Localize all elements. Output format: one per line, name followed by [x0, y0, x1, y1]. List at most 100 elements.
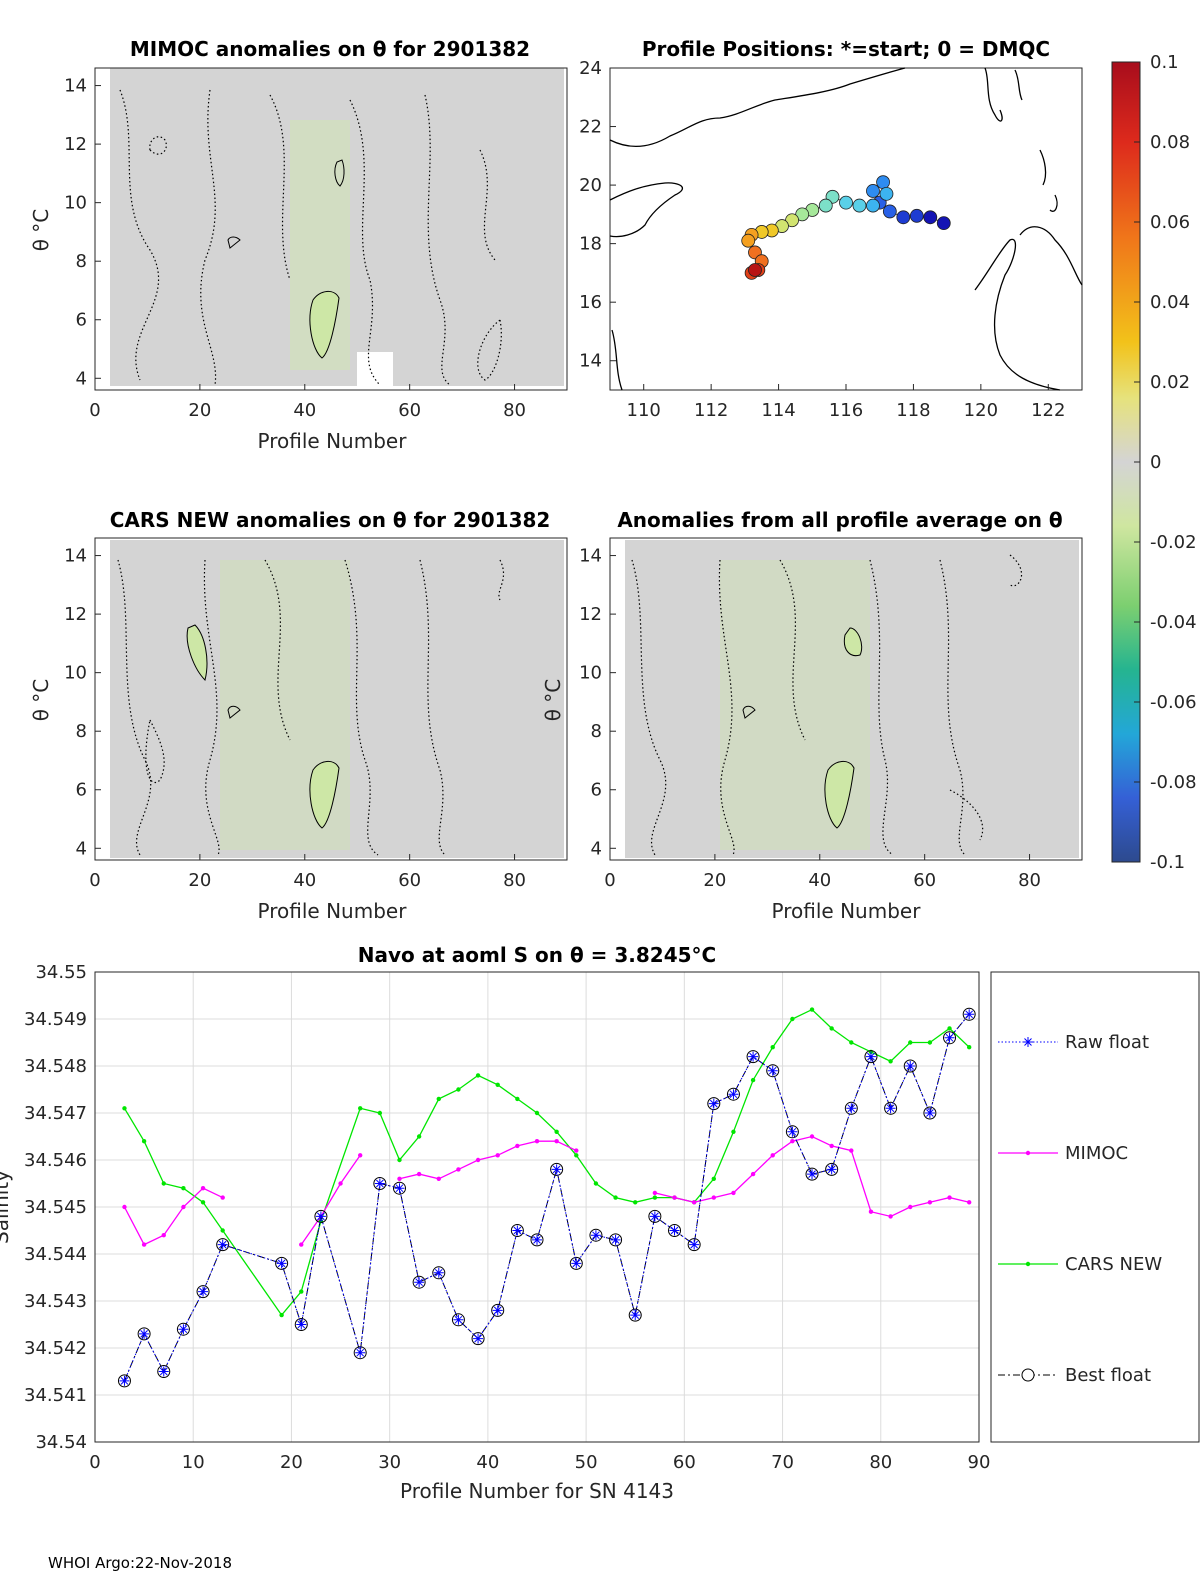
best-float-point	[766, 1064, 780, 1078]
best-float-point	[550, 1162, 564, 1176]
raw-float-point	[119, 1375, 130, 1386]
cars-new-point	[456, 1087, 461, 1092]
cars-new-point	[358, 1106, 363, 1111]
mimoc-xlabel: Profile Number	[258, 429, 408, 453]
raw-float-point	[315, 1211, 326, 1222]
cars-new-point	[397, 1157, 402, 1163]
average-ytick-label: 10	[579, 663, 602, 684]
mimoc-point	[338, 1181, 343, 1186]
mimoc-ytick-label: 6	[76, 310, 87, 331]
cars-new-point	[181, 1186, 186, 1191]
cars-new-point	[613, 1195, 618, 1200]
mimoc-xtick-label: 20	[188, 400, 211, 421]
raw-float-point	[453, 1314, 464, 1325]
best-float-point	[609, 1233, 623, 1247]
salinity-ytick-label: 34.541	[24, 1385, 87, 1406]
profile-position-point	[882, 204, 897, 219]
profile-position-point	[818, 198, 833, 213]
profile-position-point	[866, 184, 880, 198]
legend-label: CARS NEW	[1065, 1254, 1162, 1275]
colorbar-tick-label: -0.06	[1150, 692, 1197, 713]
mimoc-point	[534, 1139, 540, 1144]
profile-position-point	[876, 175, 890, 190]
mimoc-line	[300, 1154, 361, 1245]
average-ytick-label: 14	[579, 546, 602, 567]
raw-float-point	[826, 1164, 837, 1175]
profile-position-point	[866, 198, 880, 213]
mimoc-point	[770, 1153, 775, 1158]
coastline	[609, 67, 1083, 391]
salinity-xtick-label: 60	[673, 1452, 696, 1473]
profile-position-point	[852, 198, 867, 213]
best-float-point	[117, 1374, 131, 1388]
average-ytick-label: 6	[591, 780, 602, 801]
salinity-ytick-label: 34.544	[24, 1244, 87, 1265]
salinity-panel: Navo at aoml S on θ = 3.8245°C 0 10 20 30 40…	[0, 943, 1200, 1503]
best-float-point	[196, 1285, 210, 1299]
raw-float-point	[433, 1267, 444, 1278]
raw-float-point	[807, 1169, 818, 1180]
mimoc-point	[495, 1153, 500, 1158]
raw-float-point	[512, 1225, 523, 1236]
mimoc-point	[790, 1139, 795, 1144]
positions-panel: Profile Positions: *=start; 0 = DMQC 110…	[579, 37, 1083, 421]
raw-float-point	[924, 1108, 935, 1118]
mimoc-xtick-label: 0	[89, 400, 100, 421]
salinity-axes-box	[94, 971, 980, 1443]
map-xtick-label: 114	[761, 400, 795, 421]
profile-position-point	[923, 210, 938, 225]
salinity-ytick-label: 34.54	[35, 1432, 87, 1453]
cars-title: CARS NEW anomalies on θ for 2901382	[110, 508, 551, 532]
average-ytick-label: 4	[591, 838, 602, 859]
best-float-point	[726, 1087, 740, 1101]
map-ytick-label: 14	[579, 351, 602, 372]
mimoc-point	[672, 1195, 677, 1200]
colorbar: 0.1 0.08 0.06 0.04 0.02 0 -0.02 -0.04 -0.06 -0.08…	[1111, 52, 1197, 873]
average-xtick-label: 60	[913, 870, 936, 891]
mimoc-xtick-label: 40	[293, 400, 316, 421]
colorbar-tick-label: -0.1	[1150, 852, 1185, 873]
mimoc-point	[966, 1200, 972, 1205]
colorbar-tick-label: -0.08	[1150, 772, 1197, 793]
raw-float-point	[590, 1230, 601, 1241]
raw-float-point	[532, 1234, 542, 1245]
average-contour-dotted	[631, 554, 1023, 856]
best-float-point	[707, 1097, 721, 1111]
cars-ytick-label: 14	[64, 546, 87, 567]
best-float-point	[884, 1101, 898, 1115]
legend-best-marker	[1021, 1368, 1035, 1382]
best-float-point	[314, 1209, 328, 1223]
colorbar-tick-label: 0.1	[1150, 52, 1179, 73]
mimoc-point	[888, 1214, 893, 1219]
cars-ytick-label: 4	[76, 838, 87, 859]
mimoc-point	[181, 1204, 186, 1210]
salinity-xtick-label: 40	[476, 1452, 499, 1473]
cars-new-point	[966, 1045, 972, 1050]
cars-new-point	[829, 1026, 834, 1031]
cars-new-point	[711, 1176, 716, 1182]
mimoc-point	[299, 1242, 304, 1247]
map-ytick-label: 24	[579, 58, 602, 79]
average-title: Anomalies from all profile average on θ	[617, 508, 1062, 532]
salinity-ytick-label: 34.549	[24, 1009, 87, 1030]
raw-float-point	[944, 1032, 955, 1043]
cars-ytick-label: 8	[76, 721, 87, 742]
cars-new-point	[593, 1181, 599, 1186]
colorbar-tick-label: 0.08	[1150, 132, 1190, 153]
mimoc-point	[947, 1195, 952, 1200]
mimoc-ytick-label: 12	[64, 134, 87, 155]
profile-position-point	[741, 233, 756, 248]
raw-float-point	[296, 1319, 307, 1330]
raw-float-point	[905, 1061, 916, 1071]
salinity-xtick-label: 30	[378, 1452, 401, 1473]
cars-new-point	[299, 1289, 304, 1294]
raw-float-point	[551, 1164, 562, 1175]
mimoc-point	[397, 1176, 402, 1182]
raw-float-point	[198, 1286, 209, 1297]
raw-float-point	[217, 1239, 228, 1250]
mimoc-point	[161, 1233, 166, 1238]
cars-new-point	[475, 1073, 481, 1078]
average-xtick-label: 0	[604, 870, 615, 891]
mimoc-point	[829, 1143, 834, 1149]
